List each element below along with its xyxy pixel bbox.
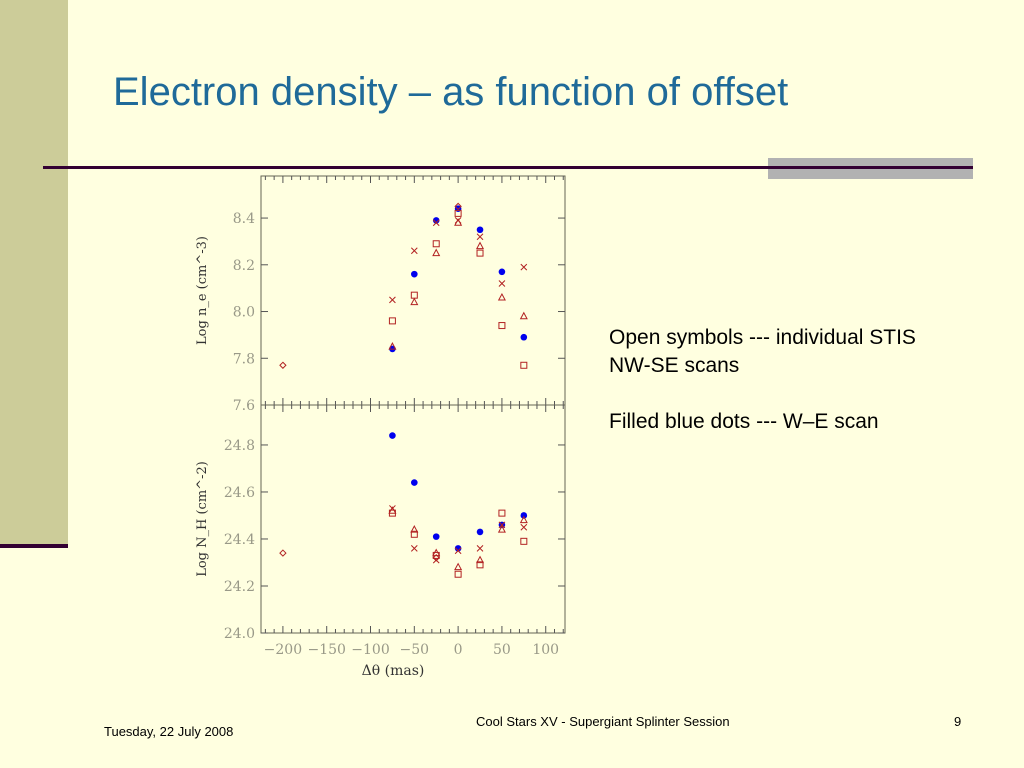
- data-point-filled: [411, 479, 418, 486]
- x-tick-label: −50: [400, 642, 430, 658]
- y-tick-label: 24.6: [224, 485, 255, 501]
- data-point-square: [498, 509, 506, 517]
- data-point-square: [476, 249, 484, 257]
- data-point-diamond: [432, 554, 440, 562]
- x-tick-label: 50: [493, 642, 511, 658]
- data-point-square: [476, 561, 484, 569]
- data-point-filled: [520, 333, 528, 341]
- data-point-filled: [498, 268, 506, 276]
- y-tick-label: 7.6: [233, 398, 255, 414]
- y-tick-label: 24.4: [224, 532, 255, 548]
- data-point-triangle: [388, 342, 397, 350]
- data-point-square: [454, 570, 462, 578]
- data-point-square: [410, 291, 418, 299]
- data-point-triangle: [388, 506, 397, 514]
- title-rule-overlay: [768, 166, 973, 169]
- data-point-square: [520, 361, 528, 369]
- title-rule: [43, 166, 973, 169]
- x-tick-label: −200: [264, 642, 302, 658]
- data-point-triangle: [497, 292, 506, 301]
- data-point-cross: [454, 547, 462, 555]
- data-point-triangle: [454, 562, 463, 571]
- data-point-square: [388, 317, 396, 325]
- data-point-triangle: [519, 515, 528, 524]
- y-tick-label: 24.8: [224, 438, 255, 454]
- data-point-triangle: [475, 241, 485, 250]
- data-point-square: [520, 537, 528, 545]
- data-point-cross: [476, 233, 484, 241]
- data-point-triangle: [410, 297, 419, 306]
- x-tick-label: −150: [307, 642, 345, 658]
- data-point-filled: [411, 270, 418, 278]
- y-tick-label: 8.4: [233, 211, 255, 227]
- data-point-triangle: [454, 218, 463, 226]
- y-tick-label: 24.0: [224, 626, 255, 642]
- data-point-filled: [389, 432, 396, 439]
- data-point-cross: [432, 219, 440, 227]
- data-point-filled: [432, 533, 440, 540]
- y-tick-label: 8.2: [233, 258, 255, 274]
- data-point-triangle: [410, 525, 419, 533]
- x-tick-label: 0: [454, 642, 463, 658]
- data-point-cross: [476, 545, 484, 552]
- data-point-triangle: [432, 548, 441, 557]
- plot-frame-1: [260, 175, 566, 406]
- data-point-filled: [520, 512, 528, 519]
- data-point-cross: [520, 263, 528, 271]
- data-point-cross: [520, 523, 528, 531]
- left-decor-band: [0, 0, 68, 545]
- data-point-filled: [476, 528, 484, 536]
- y-tick-label: 24.2: [224, 579, 255, 595]
- y-axis-label: Log n_e (cm^-3): [195, 236, 210, 345]
- plot-frame-2: [260, 404, 566, 634]
- data-point-square: [432, 240, 440, 248]
- data-point-triangle: [475, 555, 485, 564]
- data-point-diamond: [279, 361, 287, 369]
- slide-notes: Open symbols --- individual STIS NW-SE s…: [609, 324, 916, 436]
- data-point-cross: [410, 545, 418, 552]
- footer-date: Tuesday, 22 July 2008: [104, 724, 234, 739]
- data-point-filled: [454, 545, 462, 552]
- data-point-cross: [498, 521, 506, 529]
- y-tick-label: 8.0: [233, 305, 255, 321]
- data-point-triangle: [497, 525, 506, 533]
- left-decor-bar: [0, 544, 68, 548]
- data-point-diamond: [279, 549, 287, 557]
- data-point-filled: [432, 217, 440, 224]
- data-point-square: [498, 322, 506, 330]
- x-tick-label: −100: [351, 642, 389, 658]
- data-point-cross: [410, 247, 418, 255]
- data-point-triangle: [432, 248, 441, 257]
- footer-title: Cool Stars XV - Supergiant Splinter Sess…: [476, 714, 730, 729]
- data-point-diamond: [454, 202, 462, 211]
- x-tick-label: 100: [532, 642, 559, 658]
- data-point-cross: [498, 280, 506, 287]
- note-line-3: Filled blue dots --- W–E scan: [609, 410, 879, 433]
- data-point-square: [410, 530, 418, 538]
- x-axis-label: Δθ (mas): [362, 663, 425, 679]
- note-line-2: NW-SE scans: [609, 354, 740, 377]
- data-point-filled: [476, 226, 484, 234]
- y-axis-label: Log N_H (cm^-2): [195, 461, 210, 577]
- page-number: 9: [954, 714, 962, 729]
- data-point-square: [454, 209, 462, 217]
- slide-title: Electron density – as function of offset: [113, 70, 789, 114]
- data-point-triangle: [519, 311, 528, 320]
- y-tick-label: 7.8: [233, 351, 255, 367]
- data-point-cross: [389, 296, 396, 304]
- note-line-1: Open symbols --- individual STIS: [609, 326, 916, 349]
